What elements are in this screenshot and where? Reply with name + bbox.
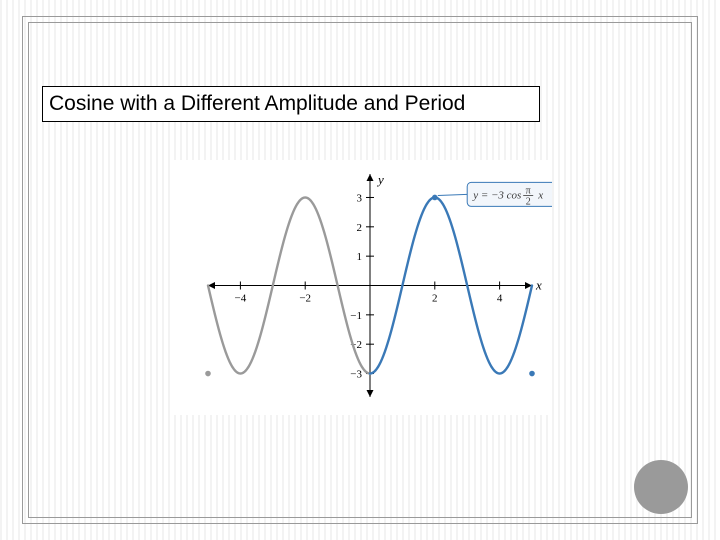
svg-text:2: 2 (432, 293, 438, 305)
svg-text:π: π (526, 185, 531, 196)
decorative-corner-circle-icon (634, 460, 688, 514)
svg-text:2: 2 (357, 222, 363, 234)
svg-text:x: x (537, 189, 543, 201)
svg-text:−4: −4 (235, 293, 247, 305)
slide-title: Cosine with a Different Amplitude and Pe… (42, 86, 540, 122)
slide-title-text: Cosine with a Different Amplitude and Pe… (49, 92, 465, 116)
svg-text:3: 3 (357, 192, 363, 204)
svg-text:y: y (376, 172, 384, 187)
svg-text:2: 2 (526, 196, 531, 207)
slide-container: Cosine with a Different Amplitude and Pe… (0, 0, 720, 540)
svg-text:1: 1 (357, 251, 363, 263)
svg-text:4: 4 (497, 293, 503, 305)
svg-text:y = −3 cos: y = −3 cos (472, 189, 521, 201)
chart-svg: −4−224−3−2−1123xyy = −3 cos π2 x (172, 160, 552, 415)
svg-text:−2: −2 (299, 293, 311, 305)
svg-text:−3: −3 (350, 369, 362, 381)
cosine-chart: −4−224−3−2−1123xyy = −3 cos π2 x (172, 160, 552, 415)
svg-text:−1: −1 (350, 310, 362, 322)
svg-text:x: x (535, 278, 542, 293)
